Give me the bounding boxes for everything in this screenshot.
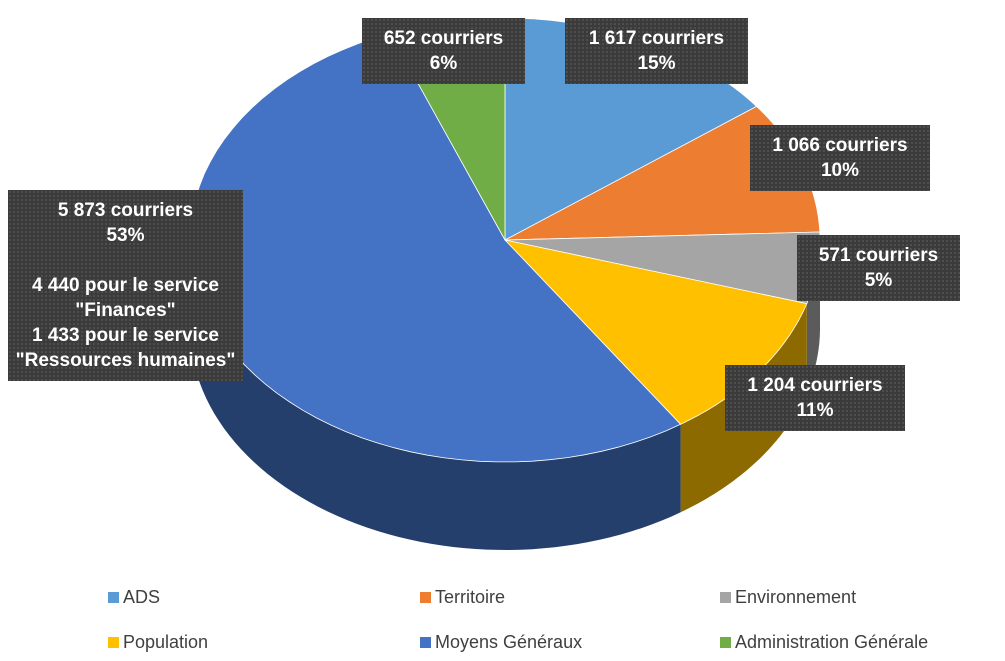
value-label: 652 courriers (383, 28, 504, 49)
legend-label: Administration Générale (735, 632, 929, 652)
legend-item: Territoire (420, 587, 505, 608)
legend-item: ADS (108, 587, 160, 608)
data-label: 5 873 courriers 53% 4 440 pour le service … (8, 190, 243, 381)
data-label: 652 courriers 6% (362, 18, 525, 84)
percent-label: 6% (429, 53, 458, 74)
percent-label: 11% (796, 400, 834, 421)
legend-swatch (420, 592, 431, 603)
data-label: 1 617 courriers 15% (565, 18, 748, 84)
legend-swatch (720, 637, 731, 648)
annotation: 4 440 pour le service "Finances" (32, 275, 219, 321)
percent-label: 5% (864, 270, 893, 291)
percent-label: 53% (106, 225, 145, 246)
annotation: 1 433 pour le service "Ressources humain… (15, 325, 236, 371)
legend-label: ADS (123, 587, 161, 607)
value-label: 5 873 courriers (57, 200, 194, 221)
legend-swatch (720, 592, 731, 603)
value-label: 1 204 courriers (747, 375, 883, 396)
value-label: 1 617 courriers (588, 28, 725, 49)
legend-item: Environnement (720, 587, 856, 608)
slice-side (190, 240, 681, 550)
legend-item: Administration Générale (720, 632, 928, 653)
spacer (14, 248, 237, 273)
data-label: 1 204 courriers 11% (725, 365, 905, 431)
legend-label: Territoire (435, 587, 506, 607)
data-label: 1 066 courriers 10% (750, 125, 930, 191)
legend-item: Moyens Généraux (420, 632, 582, 653)
legend-swatch (420, 637, 431, 648)
percent-label: 10% (820, 160, 860, 181)
value-label: 1 066 courriers (772, 135, 908, 156)
value-label: 571 courriers (818, 245, 939, 266)
legend-item: Population (108, 632, 208, 653)
legend-label: Moyens Généraux (435, 632, 583, 652)
legend-swatch (108, 637, 119, 648)
legend-label: Environnement (735, 587, 857, 607)
percent-label: 15% (637, 53, 676, 74)
legend-label: Population (123, 632, 209, 652)
data-label: 571 courriers 5% (797, 235, 960, 301)
legend-swatch (108, 592, 119, 603)
